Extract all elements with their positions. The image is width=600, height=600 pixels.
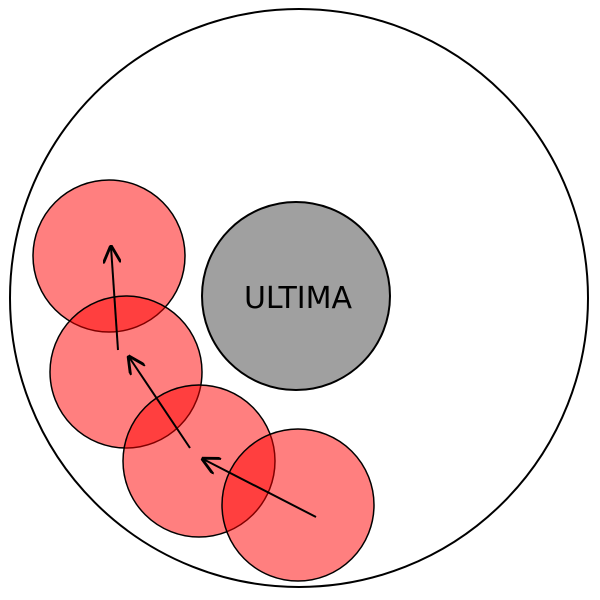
arrow-2 [129,357,191,449]
arrow-1 [203,459,317,518]
arrow-3 [111,247,118,351]
path-circle-4 [221,428,375,582]
center-circle [201,201,391,391]
arrows [111,247,317,518]
center-label: ULTIMA [244,281,353,316]
